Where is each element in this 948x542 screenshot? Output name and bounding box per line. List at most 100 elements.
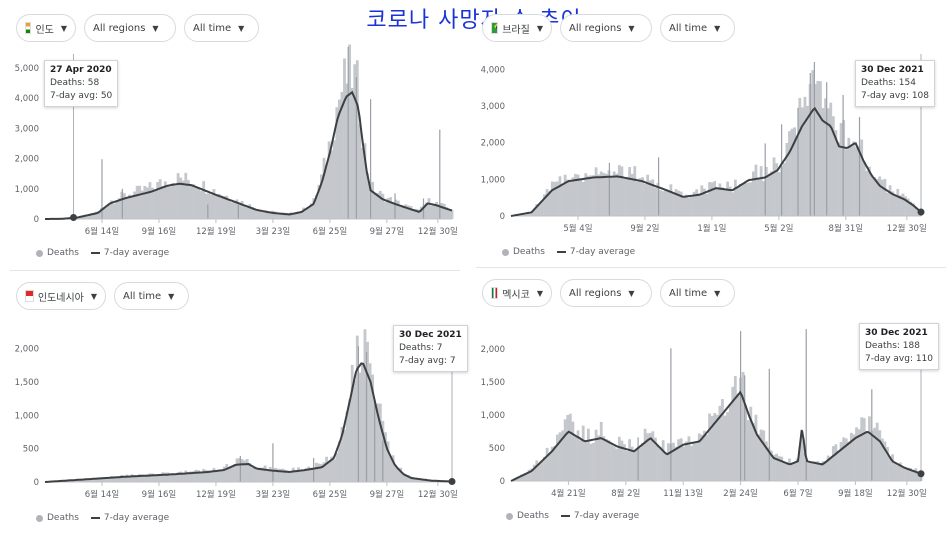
deaths-bar bbox=[786, 462, 789, 481]
deaths-bar bbox=[236, 459, 239, 482]
deaths-bar bbox=[654, 188, 657, 216]
x-tick-label: 12월 19일 bbox=[196, 226, 236, 237]
region-select[interactable]: All regions▼ bbox=[84, 14, 176, 42]
deaths-bar bbox=[440, 203, 443, 219]
deaths-bar bbox=[716, 188, 719, 216]
deaths-bar bbox=[907, 470, 910, 481]
deaths-bar bbox=[690, 446, 693, 481]
chevron-down-icon: ▼ bbox=[537, 24, 543, 33]
country-select[interactable]: 브라질▼ bbox=[482, 14, 552, 42]
deaths-bar bbox=[889, 185, 892, 216]
deaths-bar bbox=[389, 197, 392, 219]
deaths-bar bbox=[690, 197, 693, 216]
deaths-bar bbox=[840, 123, 843, 216]
time-range-select-label: All time bbox=[193, 23, 231, 34]
time-range-select[interactable]: All time▼ bbox=[660, 279, 735, 307]
deaths-bar bbox=[123, 193, 126, 219]
deaths-spike bbox=[374, 400, 375, 482]
x-tick-label: 12월 30일 bbox=[418, 489, 458, 500]
deaths-bar bbox=[896, 189, 899, 216]
deaths-bar bbox=[904, 468, 907, 481]
deaths-bar bbox=[592, 443, 595, 481]
deaths-bar bbox=[399, 206, 402, 219]
deaths-bar bbox=[156, 182, 159, 219]
deaths-bar bbox=[553, 182, 556, 216]
deaths-bar bbox=[126, 197, 129, 219]
region-select[interactable]: All regions▼ bbox=[560, 279, 652, 307]
average-swatch bbox=[561, 515, 570, 517]
deaths-bar bbox=[361, 148, 364, 219]
deaths-bar bbox=[138, 186, 141, 219]
deaths-bar bbox=[592, 175, 595, 216]
deaths-bar bbox=[700, 435, 703, 481]
deaths-bar bbox=[819, 463, 822, 481]
deaths-bar bbox=[664, 190, 667, 216]
y-tick-label: 1,500 bbox=[481, 378, 505, 388]
flag-icon bbox=[491, 22, 498, 34]
time-range-select-label: All time bbox=[123, 291, 161, 302]
deaths-bar bbox=[644, 184, 647, 216]
time-range-select[interactable]: All time▼ bbox=[184, 14, 259, 42]
deaths-spike bbox=[207, 205, 208, 219]
deaths-bar bbox=[551, 182, 554, 216]
deaths-bar bbox=[289, 472, 292, 482]
deaths-bar bbox=[243, 206, 246, 219]
country-select[interactable]: 인도▼ bbox=[16, 14, 76, 42]
deaths-bar bbox=[154, 190, 157, 219]
deaths-bar bbox=[667, 192, 670, 216]
x-tick-label: 12월 30일 bbox=[887, 223, 927, 234]
deaths-bar bbox=[788, 131, 791, 216]
deaths-bar bbox=[587, 176, 590, 216]
country-select-label: 멕시코 bbox=[502, 286, 530, 301]
deaths-bar bbox=[569, 414, 572, 481]
deaths-bar bbox=[626, 451, 629, 481]
legend-deaths: Deaths bbox=[47, 248, 79, 258]
deaths-bar bbox=[850, 145, 853, 216]
deaths-bar bbox=[669, 184, 672, 216]
deaths-swatch bbox=[506, 513, 513, 520]
legend-average: 7-day average bbox=[104, 513, 169, 523]
deaths-swatch bbox=[502, 249, 509, 256]
deaths-bar bbox=[708, 182, 711, 216]
x-tick-label: 11월 13일 bbox=[663, 488, 703, 499]
deaths-bar bbox=[215, 195, 218, 219]
time-range-select[interactable]: All time▼ bbox=[660, 14, 735, 42]
deaths-bar bbox=[804, 97, 807, 216]
legend-deaths: Deaths bbox=[517, 511, 549, 521]
y-tick-label: 1,000 bbox=[15, 185, 39, 195]
deaths-bar bbox=[605, 174, 608, 216]
y-tick-label: 2,000 bbox=[481, 139, 505, 149]
deaths-bar bbox=[346, 412, 349, 482]
deaths-bar bbox=[778, 172, 781, 216]
divider bbox=[476, 267, 946, 268]
deaths-bar bbox=[677, 439, 680, 481]
chart-legend: Deaths 7-day average bbox=[506, 511, 639, 521]
deaths-bar bbox=[706, 194, 709, 216]
deaths-bar bbox=[752, 423, 755, 481]
country-select[interactable]: 인도네시아▼ bbox=[16, 282, 106, 310]
deaths-bar bbox=[343, 58, 346, 219]
deaths-bar bbox=[706, 435, 709, 481]
deaths-spike bbox=[638, 437, 639, 481]
deaths-bar bbox=[605, 439, 608, 481]
deaths-bar bbox=[894, 464, 897, 481]
deaths-bar bbox=[755, 415, 758, 481]
region-select[interactable]: All regions▼ bbox=[560, 14, 652, 42]
y-tick-label: 2,000 bbox=[481, 345, 505, 355]
deaths-bar bbox=[685, 442, 688, 481]
deaths-spike bbox=[394, 193, 395, 219]
country-select-label: 인도 bbox=[35, 21, 53, 36]
deaths-bar bbox=[251, 468, 254, 482]
deaths-bar bbox=[210, 195, 213, 219]
deaths-bar bbox=[615, 449, 618, 481]
deaths-bar bbox=[602, 436, 605, 481]
deaths-bar bbox=[184, 471, 187, 482]
x-tick-label: 6월 7일 bbox=[783, 488, 812, 499]
time-range-select[interactable]: All time▼ bbox=[114, 282, 189, 310]
deaths-bar bbox=[752, 171, 755, 216]
country-select[interactable]: 멕시코▼ bbox=[482, 279, 552, 307]
deaths-bar bbox=[757, 434, 760, 481]
